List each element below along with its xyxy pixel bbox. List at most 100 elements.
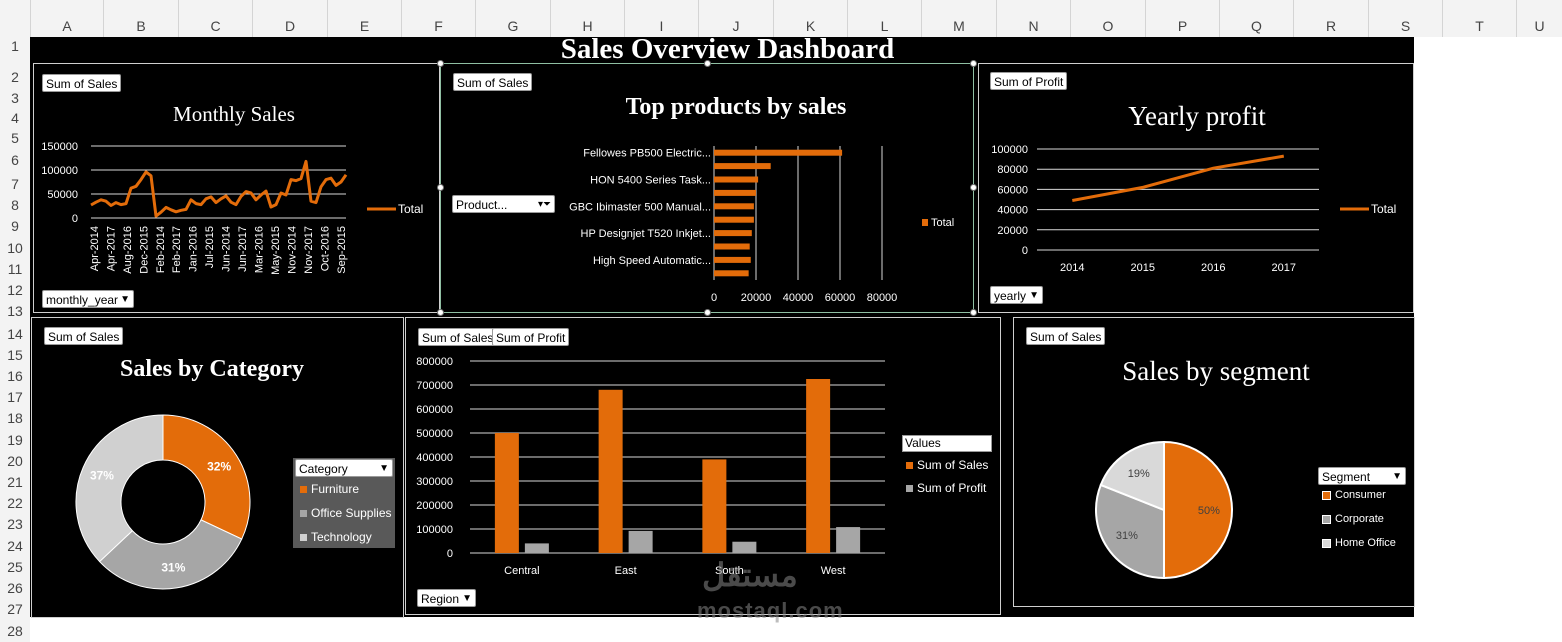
row-header-14[interactable]: 14	[7, 326, 23, 342]
resize-handle-sw[interactable]	[437, 309, 444, 316]
category-filter[interactable]: Category ▼	[295, 459, 393, 477]
y-tick-label: 150000	[41, 141, 78, 153]
bar-sum-of-sales	[494, 433, 519, 553]
column-header-g[interactable]: G	[475, 0, 550, 37]
row-header-11[interactable]: 11	[7, 261, 23, 277]
row-header-22[interactable]: 22	[7, 495, 23, 511]
column-header-l[interactable]: L	[847, 0, 921, 37]
row-header-6[interactable]: 6	[11, 152, 19, 168]
row-header-15[interactable]: 15	[7, 347, 23, 363]
row-header-3[interactable]: 3	[11, 90, 19, 106]
region-bar-plot: 0 100000 200000 300000 400000 500000 600000 700…	[416, 356, 885, 577]
x-tick-label: West	[821, 565, 846, 577]
resize-handle-nw[interactable]	[437, 60, 444, 67]
row-header-4[interactable]: 4	[11, 110, 19, 126]
row-header-16[interactable]: 16	[7, 368, 23, 384]
column-header-o[interactable]: O	[1070, 0, 1145, 37]
resize-handle-ne[interactable]	[970, 60, 977, 67]
column-header-b[interactable]: B	[103, 0, 178, 37]
resize-handle-e[interactable]	[970, 184, 977, 191]
x-tick-label: Aug-2016	[122, 226, 134, 274]
filter-label: Product...	[456, 198, 508, 212]
column-header-m[interactable]: M	[921, 0, 996, 37]
column-header-e[interactable]: E	[327, 0, 401, 37]
y-tick-label: 50000	[47, 189, 78, 201]
column-header-t[interactable]: T	[1442, 0, 1516, 37]
row-header-19[interactable]: 19	[7, 432, 23, 448]
column-header-u[interactable]: U	[1516, 0, 1562, 37]
row-header-27[interactable]: 27	[7, 601, 23, 617]
values-field-box[interactable]: Values	[902, 435, 992, 452]
sum-of-sales-field-button[interactable]: Sum of Sales	[1026, 327, 1106, 345]
column-header-h[interactable]: H	[550, 0, 624, 37]
sum-of-sales-field-button[interactable]: Sum of Sales	[42, 74, 122, 92]
watermark-logo-latin: mostaql.com	[697, 598, 844, 623]
legend-swatch	[906, 485, 913, 493]
row-header-2[interactable]: 2	[11, 69, 19, 85]
legend-label: Total	[1371, 202, 1396, 216]
legend-label: Sum of Sales	[917, 458, 989, 472]
column-header-a[interactable]: A	[30, 0, 103, 37]
column-header-k[interactable]: K	[773, 0, 847, 37]
column-header-f[interactable]: F	[401, 0, 475, 37]
legend-label: Consumer	[1335, 489, 1386, 501]
legend-swatch	[922, 219, 928, 226]
top-products-chart[interactable]: Sum of Sales Top products by sales Fello…	[440, 63, 974, 313]
sales-by-category-chart[interactable]: Sum of Sales Sales by Category 32% 31% 37%…	[31, 317, 404, 618]
segment-filter[interactable]: Segment ▼	[1318, 467, 1406, 485]
y-tick-label: 700000	[416, 380, 453, 392]
column-header-n[interactable]: N	[996, 0, 1070, 37]
row-header-10[interactable]: 10	[7, 240, 23, 256]
sum-of-profit-field-button[interactable]: Sum of Profit	[990, 72, 1068, 90]
row-header-1[interactable]: 1	[11, 38, 19, 54]
row-header-21[interactable]: 21	[7, 474, 23, 490]
region-filter[interactable]: Region ▼	[417, 589, 476, 607]
sum-of-profit-field-button[interactable]: Sum of Profit	[492, 328, 570, 346]
product-filter[interactable]: Product... ▾⏷	[452, 195, 555, 213]
row-header-7[interactable]: 7	[11, 176, 19, 192]
series-line-total	[90, 159, 348, 218]
column-header-p[interactable]: P	[1145, 0, 1219, 37]
resize-handle-n[interactable]	[704, 60, 711, 67]
monthly-year-filter[interactable]: monthly_year ▼	[42, 290, 134, 308]
monthly-sales-chart[interactable]: Sum of Sales Monthly Sales 0 50000 100000 1…	[33, 63, 440, 313]
row-header-9[interactable]: 9	[11, 218, 19, 234]
column-header-j[interactable]: J	[698, 0, 773, 37]
yearly-profit-chart[interactable]: Sum of Profit Yearly profit 0 20000 40000 6…	[978, 63, 1414, 313]
row-header-18[interactable]: 18	[7, 410, 23, 426]
sales-profit-by-region-chart[interactable]: Sum of Sales Sum of Profit 0 100000 200000…	[405, 317, 1001, 615]
row-header-5[interactable]: 5	[11, 130, 19, 146]
pie-slice-consumer	[1163, 440, 1233, 580]
column-header-i[interactable]: I	[624, 0, 698, 37]
data-label: 31%	[1116, 530, 1138, 542]
column-header-r[interactable]: R	[1293, 0, 1368, 37]
filter-funnel-icon: ▾⏷	[537, 199, 551, 210]
sales-by-segment-chart[interactable]: Sum of Sales Sales by segment 50% 31% 19% …	[1013, 317, 1415, 607]
yearly-profit-plot: 0 20000 40000 60000 80000 100000 2014 2015 2016…	[991, 144, 1396, 274]
row-header-13[interactable]: 13	[7, 303, 23, 319]
sum-of-sales-field-button[interactable]: Sum of Sales	[418, 328, 498, 346]
row-header-24[interactable]: 24	[7, 538, 23, 554]
resize-handle-s[interactable]	[704, 309, 711, 316]
column-header-c[interactable]: C	[178, 0, 252, 37]
column-header-s[interactable]: S	[1368, 0, 1442, 37]
row-header-25[interactable]: 25	[7, 559, 23, 575]
sum-of-sales-field-button[interactable]: Sum of Sales	[44, 327, 124, 345]
resize-handle-se[interactable]	[970, 309, 977, 316]
row-header-12[interactable]: 12	[7, 282, 23, 298]
column-header-d[interactable]: D	[252, 0, 327, 37]
legend-label: Sum of Profit	[917, 481, 987, 495]
row-header-26[interactable]: 26	[7, 580, 23, 596]
row-header-28[interactable]: 28	[7, 623, 23, 639]
row-header-20[interactable]: 20	[7, 453, 23, 469]
row-header-23[interactable]: 23	[7, 516, 23, 532]
row-header-8[interactable]: 8	[11, 197, 19, 213]
resize-handle-w[interactable]	[437, 184, 444, 191]
sum-of-sales-field-button[interactable]: Sum of Sales	[453, 73, 533, 91]
column-header-q[interactable]: Q	[1219, 0, 1293, 37]
top-products-plot: Fellowes PB500 Electric... HON 5400 Serie…	[569, 146, 954, 304]
y-tick-label: 200000	[416, 500, 453, 512]
row-header-17[interactable]: 17	[7, 389, 23, 405]
data-label: 31%	[161, 561, 185, 575]
yearly-filter[interactable]: yearly ▼	[990, 286, 1043, 304]
